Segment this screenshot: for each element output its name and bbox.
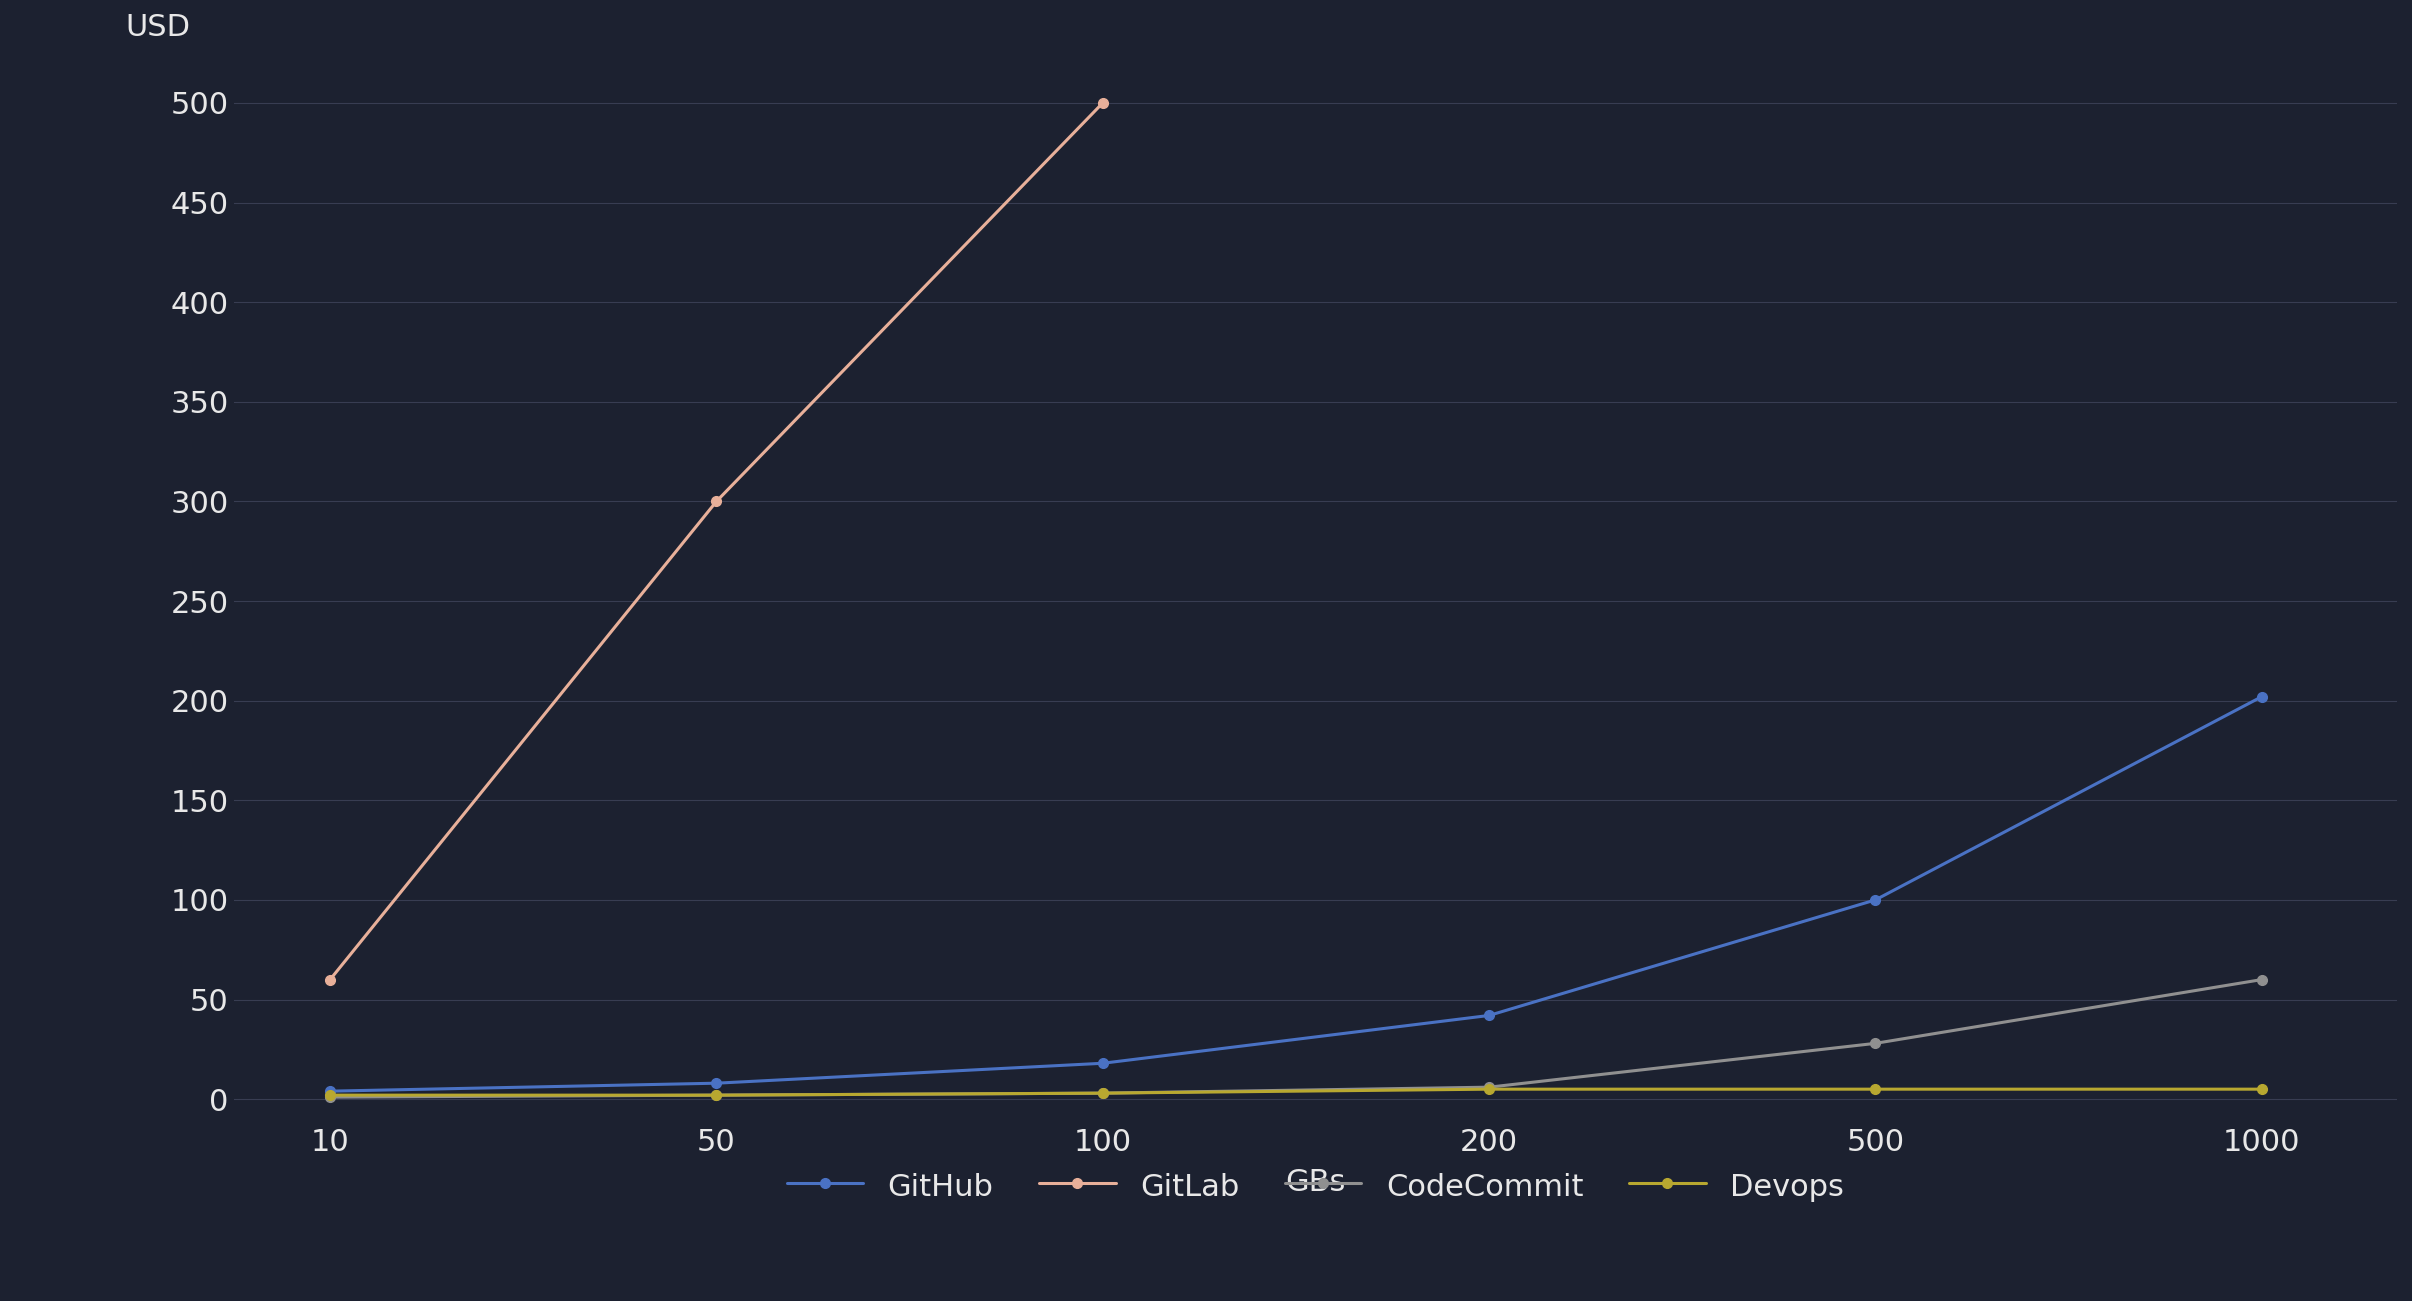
Devops <box>1862 1081 1891 1097</box>
Line: GitLab: GitLab <box>326 98 1107 985</box>
Devops <box>1474 1081 1503 1097</box>
Line: GitHub: GitHub <box>326 692 2267 1095</box>
Legend: GitHub, GitLab, CodeCommit, Devops: GitHub, GitLab, CodeCommit, Devops <box>774 1159 1857 1214</box>
GitLab <box>702 493 731 509</box>
CodeCommit <box>1088 1085 1117 1101</box>
GitLab <box>1088 95 1117 111</box>
CodeCommit <box>702 1088 731 1103</box>
GitHub <box>2248 688 2277 704</box>
GitHub <box>316 1084 345 1099</box>
Devops <box>2248 1081 2277 1097</box>
Line: Devops: Devops <box>326 1084 2267 1101</box>
CodeCommit <box>1862 1036 1891 1051</box>
Line: CodeCommit: CodeCommit <box>326 974 2267 1102</box>
GitHub <box>1474 1008 1503 1024</box>
GitLab <box>316 972 345 987</box>
X-axis label: GBs: GBs <box>1286 1168 1346 1197</box>
GitHub <box>1862 892 1891 908</box>
CodeCommit <box>1474 1080 1503 1095</box>
Devops <box>316 1088 345 1103</box>
CodeCommit <box>316 1089 345 1105</box>
CodeCommit <box>2248 972 2277 987</box>
GitHub <box>1088 1055 1117 1071</box>
Devops <box>702 1088 731 1103</box>
Y-axis label: USD: USD <box>125 13 191 42</box>
GitHub <box>702 1076 731 1092</box>
Devops <box>1088 1085 1117 1101</box>
